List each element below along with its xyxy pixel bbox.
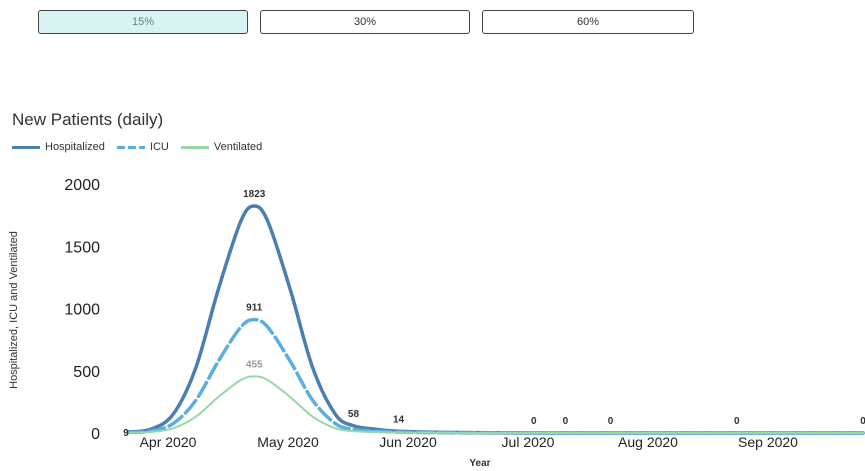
data-label: 0: [860, 416, 865, 427]
x-axis-label: Year: [469, 458, 490, 469]
data-label: 455: [246, 359, 263, 370]
legend-label-icu: ICU: [149, 141, 169, 153]
x-tick-label: Sep 2020: [738, 434, 798, 450]
y-tick-label: 500: [73, 364, 100, 381]
chart-title: New Patients (daily): [12, 110, 164, 129]
legend-swatch-hospitalized: [12, 145, 40, 149]
legend-label-ventilated: Ventilated: [213, 141, 263, 153]
x-tick-label: Aug 2020: [618, 434, 678, 450]
legend-swatch-ventilated: [180, 145, 209, 149]
data-label: 911: [246, 303, 263, 314]
y-tick-label: 0: [91, 426, 100, 443]
y-axis-label: Hospitalized, ICU and Ventilated: [8, 231, 20, 389]
legend-item-hospitalized[interactable]: Hospitalized: [12, 141, 105, 153]
data-label: 0: [608, 416, 614, 427]
y-tick-label: 1000: [64, 302, 100, 319]
legend-swatch-icu: [116, 145, 145, 149]
y-tick-label: 1500: [64, 239, 100, 256]
legend-label-hospitalized: Hospitalized: [45, 141, 105, 153]
x-tick-label: Apr 2020: [140, 434, 197, 450]
chart-legend: Hospitalized ICU Ventilated: [12, 141, 274, 153]
legend-item-ventilated[interactable]: Ventilated: [180, 141, 263, 153]
scenario-button-15[interactable]: 15%: [38, 10, 248, 34]
y-tick-label: 2000: [64, 177, 100, 194]
data-label: 14: [393, 414, 405, 425]
x-tick-label: Jul 2020: [502, 434, 555, 450]
scenario-button-60[interactable]: 60%: [482, 10, 694, 34]
data-label: 1823: [243, 189, 266, 200]
series-line-hospitalized: [126, 204, 865, 435]
data-label: 58: [348, 409, 360, 420]
x-tick-label: Jun 2020: [379, 434, 437, 450]
scenario-button-30[interactable]: 30%: [260, 10, 470, 34]
data-label: 0: [563, 416, 569, 427]
legend-item-icu[interactable]: ICU: [116, 141, 169, 153]
x-tick-label: May 2020: [257, 434, 319, 450]
data-label: 0: [734, 416, 740, 427]
data-label: 9: [123, 428, 129, 439]
series-line-icu: [126, 317, 865, 435]
data-label: 0: [531, 416, 537, 427]
series-line-ventilated: [127, 375, 864, 435]
